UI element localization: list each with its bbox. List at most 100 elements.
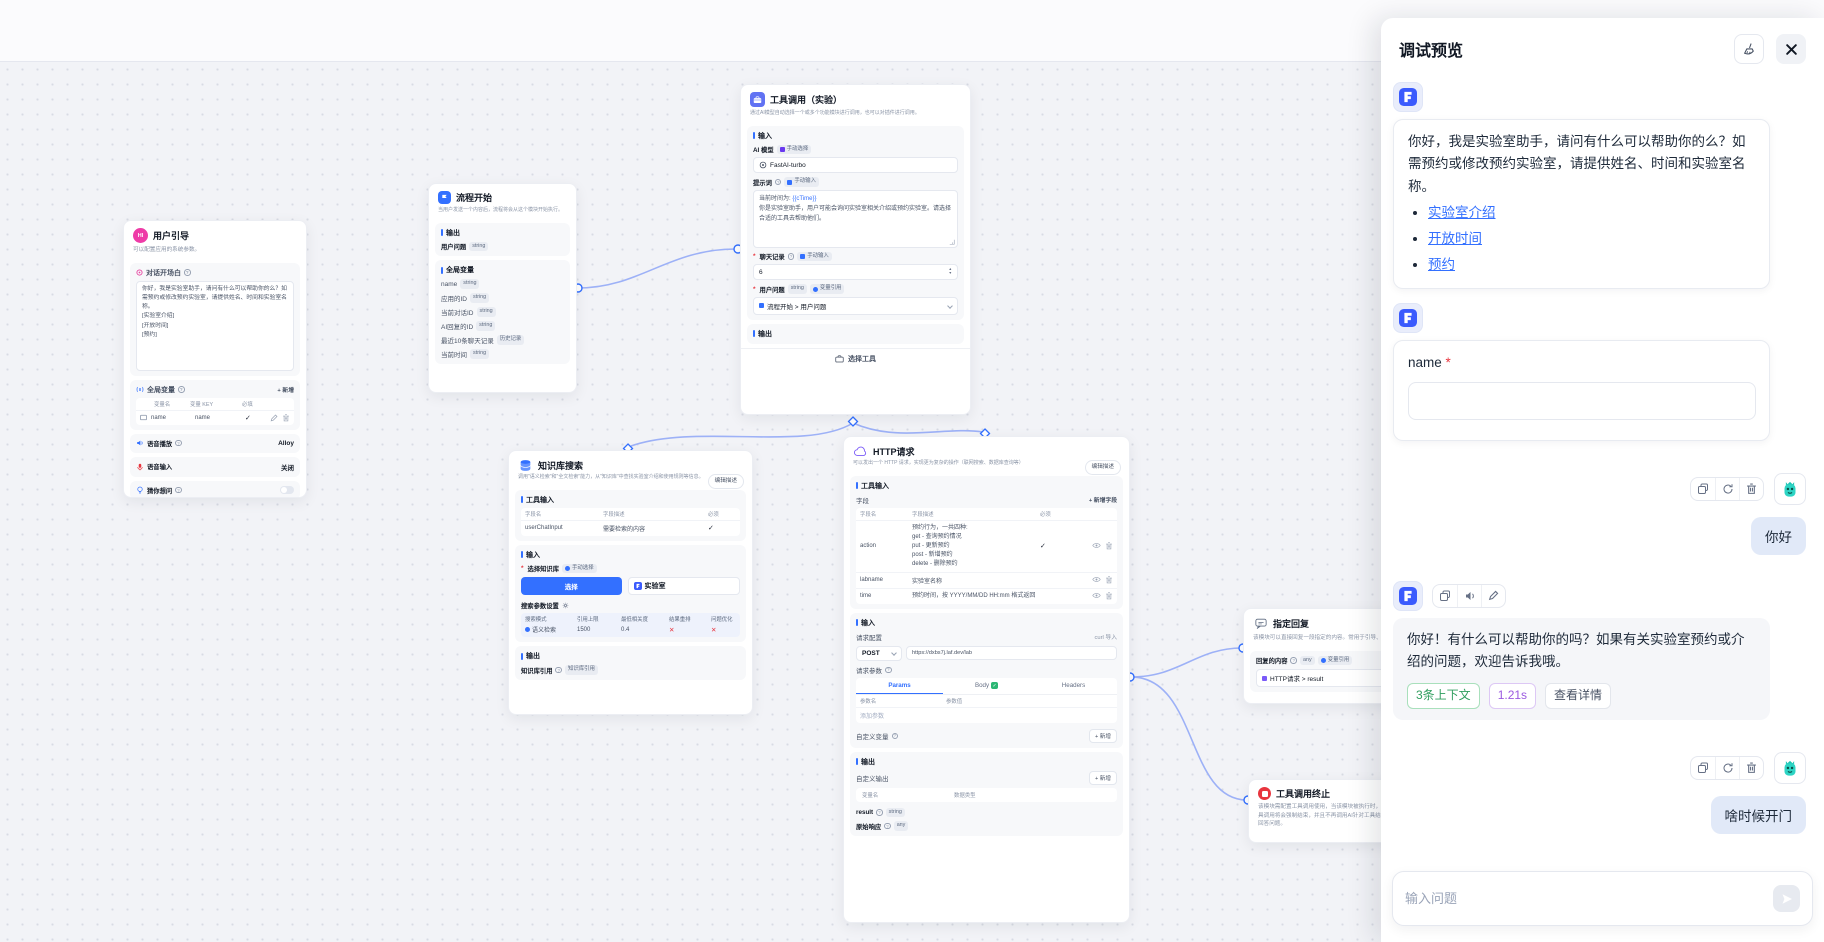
view-detail-button[interactable]: 查看详情 — [1545, 683, 1612, 710]
add-custom-output-button[interactable]: + 新增 — [1088, 770, 1117, 785]
node-subtitle: 可以发出一个 HTTP 请求，实现更为复杂的操作（联网搜索、数据库查询等） — [853, 460, 1024, 466]
custom-var-label: 自定义变量 — [856, 733, 889, 741]
help-icon[interactable]: ? — [774, 178, 782, 186]
user-avatar — [1774, 472, 1806, 505]
rerank-cross: ✕ — [669, 626, 675, 634]
add-variable-button[interactable]: + 新增 — [277, 388, 294, 395]
tab-headers[interactable]: Headers — [1061, 682, 1086, 690]
delete-icon[interactable] — [1105, 592, 1113, 600]
retry-button[interactable] — [1715, 477, 1739, 500]
link-open-hours[interactable]: 开放时间 — [1428, 231, 1482, 247]
col-var-key: 变量 KEY — [190, 401, 214, 408]
edit-desc-button[interactable]: 编辑描述 — [1084, 460, 1121, 475]
copy-button[interactable] — [1691, 478, 1715, 500]
help-icon[interactable]: ? — [885, 666, 892, 673]
prompt-variable: {{cTime}} — [792, 195, 817, 202]
help-icon[interactable]: ? — [787, 253, 795, 260]
col-param-value: 参数值 — [946, 698, 963, 705]
close-panel-button[interactable] — [1776, 34, 1806, 64]
tab-params[interactable]: Params — [856, 678, 943, 694]
curl-import-button[interactable]: curl 导入 — [1094, 635, 1117, 642]
bot-message-form: name * — [1393, 339, 1770, 441]
context-badge[interactable]: 3条上下文 — [1407, 683, 1480, 710]
stt-row[interactable]: 语音输入 关闭 — [130, 456, 300, 477]
delete-icon[interactable] — [282, 414, 290, 422]
help-icon[interactable]: ? — [555, 666, 562, 674]
delete-icon[interactable] — [1105, 576, 1113, 584]
result-label: result — [856, 809, 874, 817]
resize-handle-icon[interactable] — [949, 239, 955, 245]
eye-icon[interactable] — [1092, 576, 1101, 583]
add-custom-var-button[interactable]: + 新增 — [1088, 728, 1117, 743]
clear-history-button[interactable] — [1734, 34, 1764, 64]
question-select[interactable]: 流程开始 > 用户问题 — [753, 296, 958, 315]
help-icon[interactable]: ? — [876, 809, 883, 816]
latency-badge[interactable]: 1.21s — [1488, 683, 1537, 710]
type-badge: string — [470, 349, 490, 359]
kb-chip[interactable]: 实验室 — [627, 577, 740, 596]
help-icon[interactable]: ? — [891, 732, 898, 739]
edit-icon[interactable] — [270, 414, 278, 422]
history-input[interactable]: 6 ▲ ▼ — [753, 264, 958, 281]
field-desc: 预约时间，按 YYYY/MM/DD HH:mm 格式返回 — [912, 592, 1036, 599]
var-name: name — [151, 414, 167, 421]
history-label: 聊天记录 — [759, 254, 785, 262]
edit-button[interactable] — [1481, 584, 1505, 607]
link-booking[interactable]: 预约 — [1428, 257, 1455, 273]
select-kb-button[interactable]: 选择 — [521, 577, 622, 596]
select-tool-button[interactable]: 选择工具 — [741, 347, 970, 369]
add-field-button[interactable]: + 新增字段 — [1088, 498, 1117, 505]
copy-button[interactable] — [1433, 585, 1457, 607]
sound-icon — [1465, 591, 1474, 600]
section-marker — [856, 619, 858, 627]
help-icon[interactable]: ? — [178, 386, 185, 393]
help-icon[interactable]: ? — [184, 269, 191, 276]
guess-question-row[interactable]: 猜你想问 ? — [130, 480, 300, 497]
help-icon[interactable]: ? — [175, 439, 182, 447]
chat-history[interactable]: 你好，我是实验室助手，请问有什么可以帮助你的么？如需预约或修改预约实验室，请提供… — [1381, 74, 1824, 860]
add-param-placeholder[interactable]: 添加参数 — [856, 706, 1117, 723]
field-row-action: action 预约行为，一共四种: get - 查询预约情况 put - 更新预… — [856, 519, 1117, 572]
refresh-icon — [1723, 484, 1733, 494]
chevron-down-icon — [891, 650, 897, 657]
tts-row[interactable]: 语音播放 ? Alloy — [130, 433, 300, 453]
edit-desc-button[interactable]: 编辑描述 — [707, 474, 744, 489]
node-tool-call[interactable]: 工具调用（实验） 通过AI模型自动选择一个或多个功能模块进行调用，也可以对插件进… — [740, 84, 971, 415]
chat-input-bar — [1392, 871, 1813, 926]
delete-button[interactable] — [1739, 757, 1763, 780]
copy-button[interactable] — [1691, 757, 1715, 779]
help-icon[interactable]: ? — [1290, 657, 1297, 664]
model-select[interactable]: FastAI-turbo — [753, 157, 958, 174]
method-select[interactable]: POST — [856, 645, 902, 661]
tab-body[interactable]: Body ✓ — [974, 682, 999, 690]
eye-icon[interactable] — [1092, 592, 1101, 599]
guess-toggle[interactable] — [280, 486, 294, 495]
keyboard-icon — [787, 179, 793, 185]
node-user-guide[interactable]: HI 用户引导 可以配置应用的系统参数。 对话开场白 ? 你好，我是实验室助手，… — [123, 220, 307, 498]
delete-icon[interactable] — [1105, 542, 1113, 550]
node-http-request[interactable]: HTTP请求 可以发出一个 HTTP 请求，实现更为复杂的操作（联网搜索、数据库… — [843, 436, 1130, 923]
type-badge: string — [787, 284, 807, 294]
gear-icon[interactable] — [562, 602, 569, 609]
bulb-icon — [137, 486, 143, 494]
node-kb-search[interactable]: 知识库搜索 调用"语义检索"和"全文检索"能力，从"知识库"中查找实验室介绍和使… — [508, 450, 753, 715]
node-flow-start[interactable]: 流程开始 当用户发送一个内容后，流程将会从这个模块开始执行。 输出 用户问题 st… — [428, 183, 577, 393]
url-input[interactable]: https://dxbs7j.laf.dev/lab — [906, 646, 1117, 661]
tts-play-button[interactable] — [1457, 584, 1481, 607]
chat-input[interactable] — [1405, 891, 1773, 906]
opening-textarea[interactable]: 你好，我是实验室助手，请问有什么可以帮助你的么？如需预约或修改预约实验室，请提供… — [136, 280, 294, 371]
delete-button[interactable] — [1739, 477, 1763, 500]
help-icon[interactable]: ? — [175, 486, 182, 494]
stepper-up-icon[interactable]: ▲ — [948, 267, 952, 272]
send-icon — [1782, 893, 1792, 904]
greeting-text: 你好，我是实验室助手，请问有什么可以帮助你的么？如需预约或修改预约实验室，请提供… — [1408, 134, 1746, 194]
help-icon[interactable]: ? — [884, 822, 891, 830]
prompt-textarea[interactable]: 当前时间为: {{cTime}} 你是实验室助手，用户可能会询问实验室相关介绍或… — [753, 189, 958, 248]
retry-button[interactable] — [1715, 757, 1739, 780]
stepper-down-icon[interactable]: ▼ — [948, 271, 952, 276]
link-lab-intro[interactable]: 实验室介绍 — [1428, 204, 1496, 220]
eye-icon[interactable] — [1092, 542, 1101, 549]
send-button[interactable] — [1773, 885, 1800, 912]
name-input[interactable] — [1408, 381, 1756, 420]
prompt-body: 你是实验室助手，用户可能会询问实验室相关介绍或预约实验室。请选择合适的工具去帮助… — [759, 206, 952, 223]
